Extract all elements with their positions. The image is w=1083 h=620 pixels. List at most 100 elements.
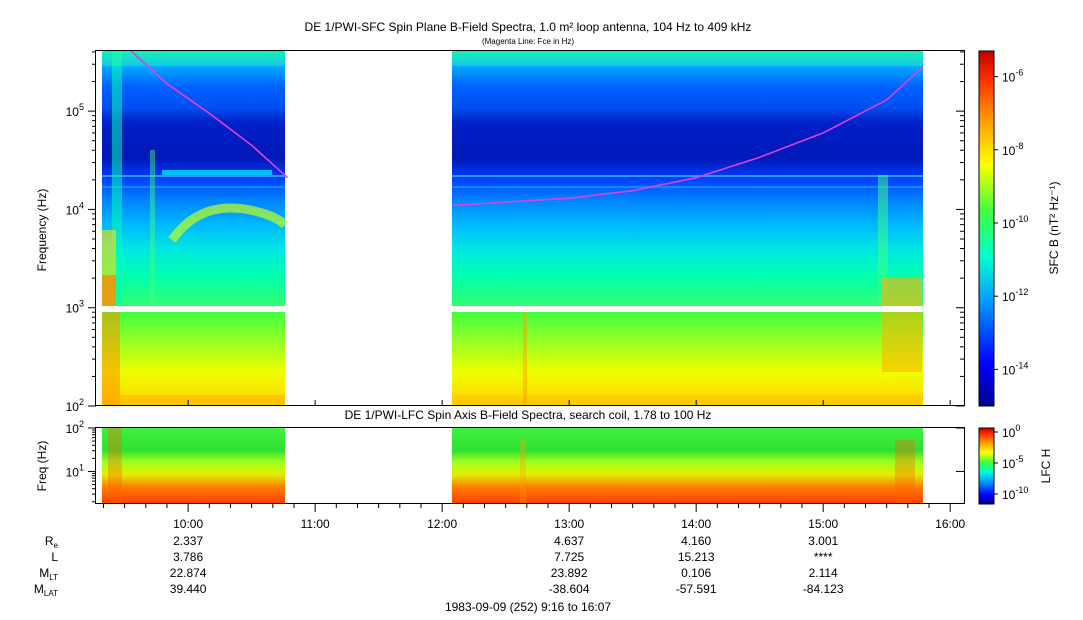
lfc-y-tick-label: 101: [66, 462, 84, 479]
sfc-y-tick-label: 105: [66, 102, 84, 119]
ephemeris-value: 22.874: [170, 566, 207, 580]
sfc-y-tick-label-base: 10: [66, 203, 80, 217]
x-tick-label: 13:00: [554, 517, 584, 531]
x-tick-label: 16:00: [935, 517, 965, 531]
ephemeris-value: 7.725: [554, 550, 584, 564]
sfc-colorbar-tick-label-base: 10: [1002, 290, 1016, 304]
lfc-band-right: [452, 428, 923, 503]
fce-line-segment: [130, 50, 289, 179]
ephemeris-value: 2.337: [173, 534, 203, 548]
ephemeris-label-sub: LAT: [44, 589, 58, 598]
ephemeris-row-label: MLAT: [34, 582, 58, 598]
ephemeris-row-label: MLT: [39, 566, 58, 582]
lfc-band-left: [102, 428, 285, 503]
lfc-y-tick-label-exp: 1: [79, 462, 84, 472]
x-tick-label: 15:00: [808, 517, 838, 531]
sfc-y-tick-label: 104: [66, 200, 84, 217]
sfc-stripe: [452, 186, 923, 188]
lfc-colorbar-tick-label-base: 10: [1002, 426, 1016, 440]
ephemeris-value: 23.892: [551, 566, 588, 580]
ephemeris-label-main: M: [39, 566, 49, 580]
ephemeris-label-main: R: [45, 534, 54, 548]
x-tick-label: 14:00: [681, 517, 711, 531]
sfc-y-tick-label-exp: 4: [79, 200, 84, 210]
ephemeris-value: 4.160: [681, 534, 711, 548]
sfc-spectrogram: [102, 51, 923, 405]
sfc-colorbar-tick-label-base: 10: [1002, 363, 1016, 377]
ephemeris-row-label: L: [51, 550, 58, 564]
ephemeris-row-label: Re: [45, 534, 59, 550]
sfc-y-tick-label: 103: [66, 299, 84, 316]
sfc-colorbar-label: SFC B (nT² Hz⁻¹): [1047, 182, 1061, 275]
lfc-title: DE 1/PWI-LFC Spin Axis B-Field Spectra, …: [345, 408, 712, 422]
sfc-y-label: Frequency (Hz): [35, 189, 49, 272]
ephemeris-value: 3.001: [808, 534, 838, 548]
sfc-y-tick-label-base: 10: [66, 400, 80, 414]
date-label: 1983-09-09 (252) 9:16 to 16:07: [445, 600, 611, 614]
lfc-burst: [895, 440, 915, 503]
sfc-chorus-feature: [168, 203, 289, 243]
ephemeris-label-sub: LT: [49, 573, 58, 582]
ephemeris-value: 15.213: [678, 550, 715, 564]
sfc-burst: [452, 51, 923, 66]
ephemeris-value: -84.123: [803, 582, 844, 596]
sfc-y-tick-label-exp: 5: [79, 102, 84, 112]
lfc-colorbar-label: LFC H: [1039, 449, 1053, 484]
sfc-title: DE 1/PWI-SFC Spin Plane B-Field Spectra,…: [305, 20, 752, 34]
ephemeris-value: ****: [814, 550, 833, 564]
sfc-high-band-right: [452, 51, 923, 306]
sfc-colorbar-tick-label-exp: -6: [1015, 68, 1023, 78]
ephemeris-value: -38.604: [549, 582, 590, 596]
ephemeris-table: Re 2.337 4.637 4.160 3.001 L 3.786 7.725 15.213 *…: [34, 534, 844, 598]
x-tick-label: 10:00: [173, 517, 203, 531]
lfc-y-tick-label-exp: 2: [79, 419, 84, 429]
sfc-burst: [452, 395, 923, 405]
lfc-colorbar-tick-label-exp: 0: [1015, 423, 1020, 433]
ephemeris-value: 0.106: [681, 566, 711, 580]
ephemeris-value: -57.591: [676, 582, 717, 596]
ephemeris-value: 4.637: [554, 534, 584, 548]
ephemeris-value: 39.440: [170, 582, 207, 596]
ephemeris-value: 3.786: [173, 550, 203, 564]
sfc-y-tick-label-base: 10: [66, 105, 80, 119]
sfc-colorbar-tick-label: 10-10: [1002, 214, 1028, 231]
lfc-plot-frame: [95, 427, 965, 504]
lfc-colorbar-tick-label: 10-10: [1002, 485, 1028, 502]
sfc-band-feature: [162, 170, 272, 175]
ephemeris-label-main: M: [34, 582, 44, 596]
sfc-colorbar-tick-label-base: 10: [1002, 71, 1016, 85]
lfc-y-label: Freq (Hz): [35, 441, 49, 492]
lfc-colorbar-tick-label-base: 10: [1002, 488, 1016, 502]
sfc-low-band-right: [452, 312, 923, 405]
sfc-burst: [882, 278, 922, 306]
sfc-colorbar-tick-label-base: 10: [1002, 144, 1016, 158]
lfc-colorbar: [978, 427, 995, 505]
lfc-y-tick-label-base: 10: [66, 465, 80, 479]
x-tick-label: 11:00: [301, 517, 330, 531]
lfc-y-tick-label-base: 10: [66, 422, 80, 436]
sfc-colorbar-tick-label: 10-14: [1002, 360, 1028, 377]
ephemeris-label-sub: e: [54, 541, 59, 550]
sfc-stripe: [452, 175, 923, 177]
lfc-colorbar-tick-label: 10-5: [1002, 454, 1023, 471]
lfc-spectrogram: [102, 428, 923, 503]
sfc-subtitle: (Magenta Line: Fce in Hz): [482, 37, 574, 46]
sfc-y-tick-label-base: 10: [66, 302, 80, 316]
sfc-colorbar-tick-label-exp: -12: [1015, 287, 1028, 297]
sfc-y-tick-label-exp: 3: [79, 299, 84, 309]
lfc-colorbar-tick-label-base: 10: [1002, 457, 1016, 471]
sfc-colorbar-tick-label-base: 10: [1002, 217, 1016, 231]
sfc-colorbar-tick-label-exp: -14: [1015, 360, 1028, 370]
fce-line-segment: [452, 66, 924, 207]
lfc-colorbar-tick-label: 100: [1002, 423, 1020, 440]
lfc-y-tick-label: 102: [66, 419, 84, 436]
sfc-burst: [150, 150, 155, 306]
sfc-colorbar: [978, 50, 995, 407]
sfc-burst: [102, 275, 116, 306]
ephemeris-label-main: L: [51, 550, 58, 564]
